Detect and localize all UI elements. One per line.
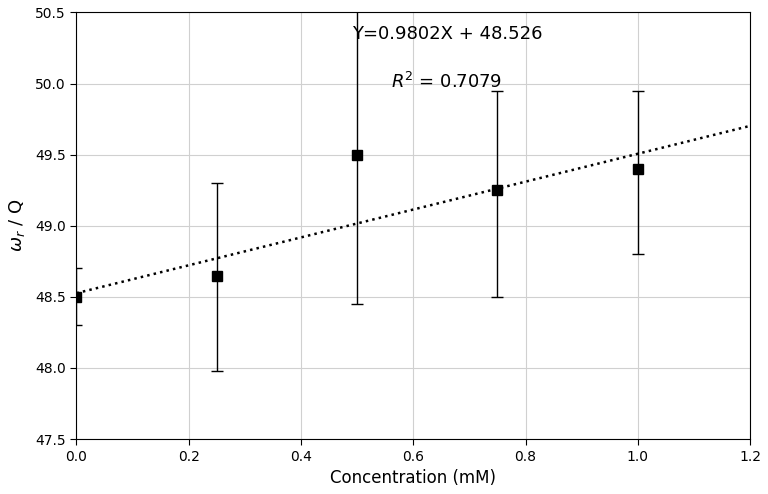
X-axis label: Concentration (mM): Concentration (mM): [330, 469, 496, 487]
Y-axis label: $\omega_r$ / Q: $\omega_r$ / Q: [7, 199, 27, 252]
Text: Y=0.9802X + 48.526: Y=0.9802X + 48.526: [352, 25, 542, 43]
Text: $R^2$ = 0.7079: $R^2$ = 0.7079: [392, 72, 502, 92]
